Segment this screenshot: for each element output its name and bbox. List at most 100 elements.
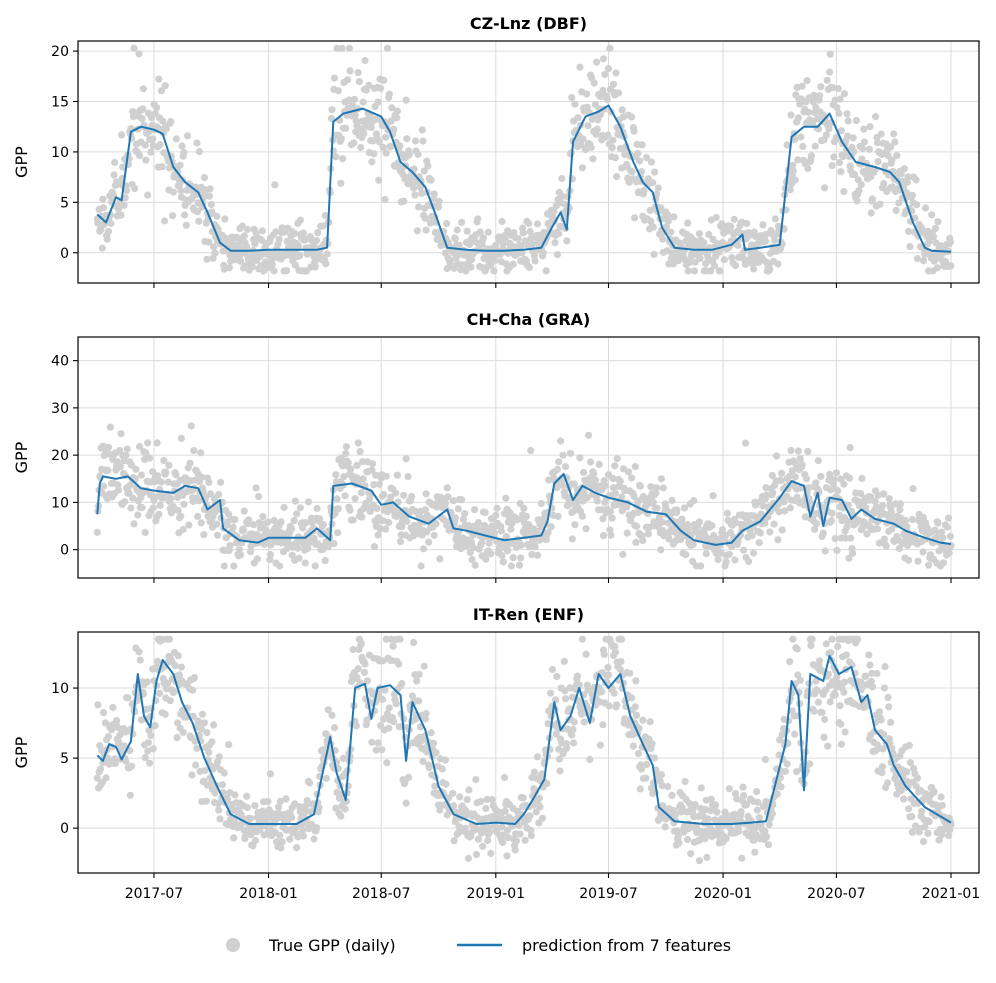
true-gpp-point — [333, 495, 341, 503]
true-gpp-point — [231, 516, 239, 524]
true-gpp-point — [463, 227, 471, 235]
true-gpp-point — [381, 686, 389, 694]
true-gpp-point — [824, 670, 832, 678]
true-gpp-point — [821, 715, 829, 724]
true-gpp-point — [813, 686, 821, 695]
true-gpp-point — [149, 135, 157, 143]
true-gpp-point — [422, 709, 430, 718]
x-tick-label: 2020-07 — [807, 886, 866, 902]
true-gpp-point — [885, 703, 893, 711]
true-gpp-point — [618, 635, 626, 643]
true-gpp-point — [465, 786, 473, 794]
true-gpp-point — [672, 810, 680, 818]
true-gpp-point — [596, 741, 605, 749]
true-gpp-point — [370, 150, 378, 158]
y-tick-label: 20 — [51, 44, 69, 60]
true-gpp-point — [812, 479, 820, 487]
true-gpp-point — [146, 454, 154, 462]
true-gpp-point — [590, 470, 598, 478]
true-gpp-point — [550, 207, 558, 215]
true-gpp-point — [582, 650, 590, 658]
true-gpp-point — [877, 130, 885, 138]
true-gpp-point — [299, 524, 307, 532]
true-gpp-point — [600, 650, 608, 659]
true-gpp-point — [924, 829, 932, 838]
true-gpp-point — [194, 208, 202, 216]
true-gpp-point — [144, 191, 152, 199]
true-gpp-point — [136, 656, 144, 664]
true-gpp-point — [561, 463, 570, 471]
true-gpp-point — [349, 646, 357, 654]
true-gpp-point — [527, 826, 535, 834]
true-gpp-point — [422, 226, 430, 234]
true-gpp-point — [909, 485, 917, 493]
true-gpp-point — [836, 95, 844, 103]
true-gpp-point — [882, 542, 890, 550]
true-gpp-point — [410, 184, 418, 192]
y-tick-label: 0 — [60, 543, 69, 559]
true-gpp-point — [167, 494, 175, 502]
true-gpp-point — [731, 556, 739, 564]
prediction-line — [96, 104, 952, 253]
true-gpp-point — [243, 225, 251, 234]
true-gpp-point — [472, 851, 481, 859]
true-gpp-point — [664, 211, 672, 219]
true-gpp-point — [832, 469, 841, 477]
true-gpp-point — [623, 529, 631, 537]
true-gpp-point — [509, 260, 517, 268]
true-gpp-point — [840, 90, 849, 98]
true-gpp-point — [712, 801, 720, 809]
true-gpp-point — [928, 211, 936, 219]
true-gpp-point — [748, 531, 756, 540]
true-gpp-point — [872, 113, 880, 121]
true-gpp-point — [586, 755, 594, 764]
true-gpp-point — [245, 516, 253, 524]
true-gpp-point — [908, 828, 917, 836]
true-gpp-point — [667, 228, 675, 236]
true-gpp-point — [569, 725, 577, 734]
true-gpp-point — [850, 170, 859, 178]
true-gpp-point — [248, 263, 256, 271]
true-gpp-point — [612, 69, 620, 77]
true-gpp-point — [353, 673, 361, 682]
true-gpp-point — [881, 663, 889, 671]
true-gpp-point — [690, 267, 699, 275]
true-gpp-point — [933, 264, 941, 272]
true-gpp-point — [609, 474, 617, 483]
true-gpp-point — [169, 212, 177, 220]
true-gpp-point — [533, 551, 542, 559]
true-gpp-point — [190, 674, 198, 682]
true-gpp-point — [474, 835, 482, 843]
true-gpp-point — [771, 236, 779, 244]
true-gpp-point — [836, 702, 844, 710]
true-gpp-point — [877, 716, 885, 724]
true-gpp-point — [157, 87, 165, 95]
true-gpp-point — [682, 551, 690, 559]
true-gpp-point — [164, 679, 172, 687]
true-gpp-point — [609, 80, 618, 88]
true-gpp-point — [826, 698, 834, 706]
true-gpp-point — [427, 176, 435, 184]
true-gpp-point — [385, 90, 393, 98]
true-gpp-point — [905, 556, 913, 564]
true-gpp-point — [427, 729, 435, 737]
true-gpp-point — [691, 258, 699, 266]
true-gpp-point — [601, 482, 610, 490]
true-gpp-point — [256, 826, 264, 834]
true-gpp-point — [136, 152, 144, 160]
x-tick-label: 2018-01 — [239, 886, 298, 902]
true-gpp-point — [503, 852, 511, 860]
true-gpp-point — [812, 520, 821, 528]
true-gpp-point — [938, 801, 946, 809]
true-gpp-point — [132, 465, 140, 473]
true-gpp-point — [405, 773, 413, 782]
true-gpp-point — [519, 229, 527, 237]
true-gpp-point — [776, 774, 785, 782]
true-gpp-point — [857, 180, 865, 189]
true-gpp-point — [652, 484, 661, 492]
true-gpp-point — [829, 677, 837, 685]
true-gpp-point — [174, 652, 182, 660]
true-gpp-point — [704, 815, 712, 823]
true-gpp-point — [346, 506, 354, 514]
true-gpp-point — [908, 515, 917, 524]
